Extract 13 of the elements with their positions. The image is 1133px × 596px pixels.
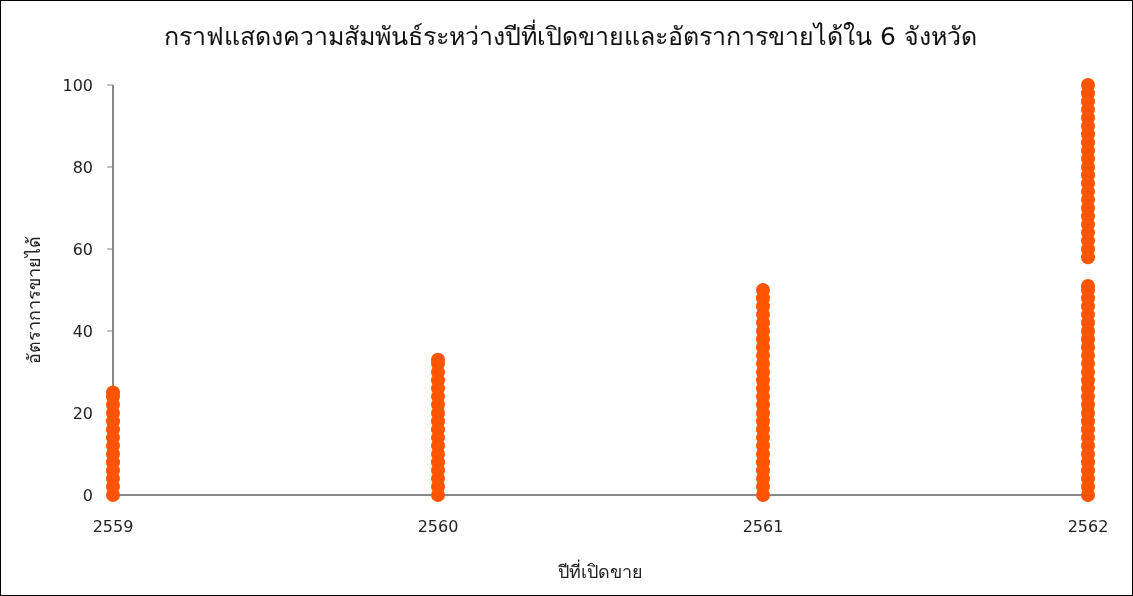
x-tick-label: 2562 bbox=[1067, 517, 1109, 536]
x-tick-label: 2559 bbox=[92, 517, 134, 536]
y-tick-label: 100 bbox=[62, 75, 93, 95]
y-tick-label: 60 bbox=[72, 239, 93, 259]
y-axis-title: อัตราการขายได้ bbox=[23, 236, 44, 364]
x-axis-title: ปีที่เปิดขาย bbox=[558, 559, 643, 582]
y-tick-label: 20 bbox=[72, 403, 93, 423]
y-tick-label: 40 bbox=[72, 321, 93, 341]
x-tick-label: 2561 bbox=[742, 517, 784, 536]
x-tick-label: 2560 bbox=[417, 517, 459, 536]
y-tick-label: 80 bbox=[72, 157, 93, 177]
chart-title: กราฟแสดงความสัมพันธ์ระหว่างปีที่เปิดขายและอัตราการขายได้ใน 6 จังหวัด bbox=[164, 19, 977, 51]
y-tick-label: 0 bbox=[82, 485, 93, 505]
